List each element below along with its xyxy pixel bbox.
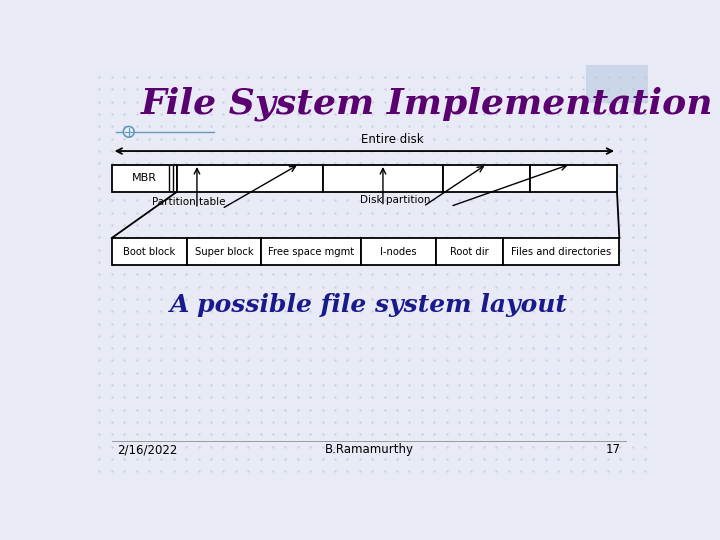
- Text: File System Implementation: File System Implementation: [140, 86, 713, 120]
- Bar: [503, 238, 619, 265]
- Text: Disk partition: Disk partition: [360, 195, 431, 205]
- Text: Files and directories: Files and directories: [511, 247, 611, 256]
- Text: Boot block: Boot block: [123, 247, 175, 256]
- Text: A possible file system layout: A possible file system layout: [170, 293, 568, 317]
- Text: Partition table: Partition table: [152, 197, 225, 207]
- Bar: [186, 238, 261, 265]
- Bar: [530, 165, 617, 192]
- Text: 17: 17: [606, 443, 621, 456]
- Bar: [261, 238, 361, 265]
- Text: Root dir: Root dir: [450, 247, 489, 256]
- Bar: [586, 65, 648, 103]
- Text: 2/16/2022: 2/16/2022: [117, 443, 178, 456]
- Bar: [177, 165, 323, 192]
- Text: Free space mgmt: Free space mgmt: [269, 247, 354, 256]
- Bar: [112, 238, 186, 265]
- Bar: [323, 165, 443, 192]
- Text: Super block: Super block: [194, 247, 253, 256]
- Bar: [112, 165, 177, 192]
- Bar: [443, 165, 530, 192]
- Text: Entire disk: Entire disk: [361, 133, 423, 146]
- Text: MBR: MBR: [132, 173, 157, 184]
- Bar: [361, 238, 436, 265]
- Bar: [436, 238, 503, 265]
- Text: B.Ramamurthy: B.Ramamurthy: [325, 443, 413, 456]
- Text: I-nodes: I-nodes: [380, 247, 417, 256]
